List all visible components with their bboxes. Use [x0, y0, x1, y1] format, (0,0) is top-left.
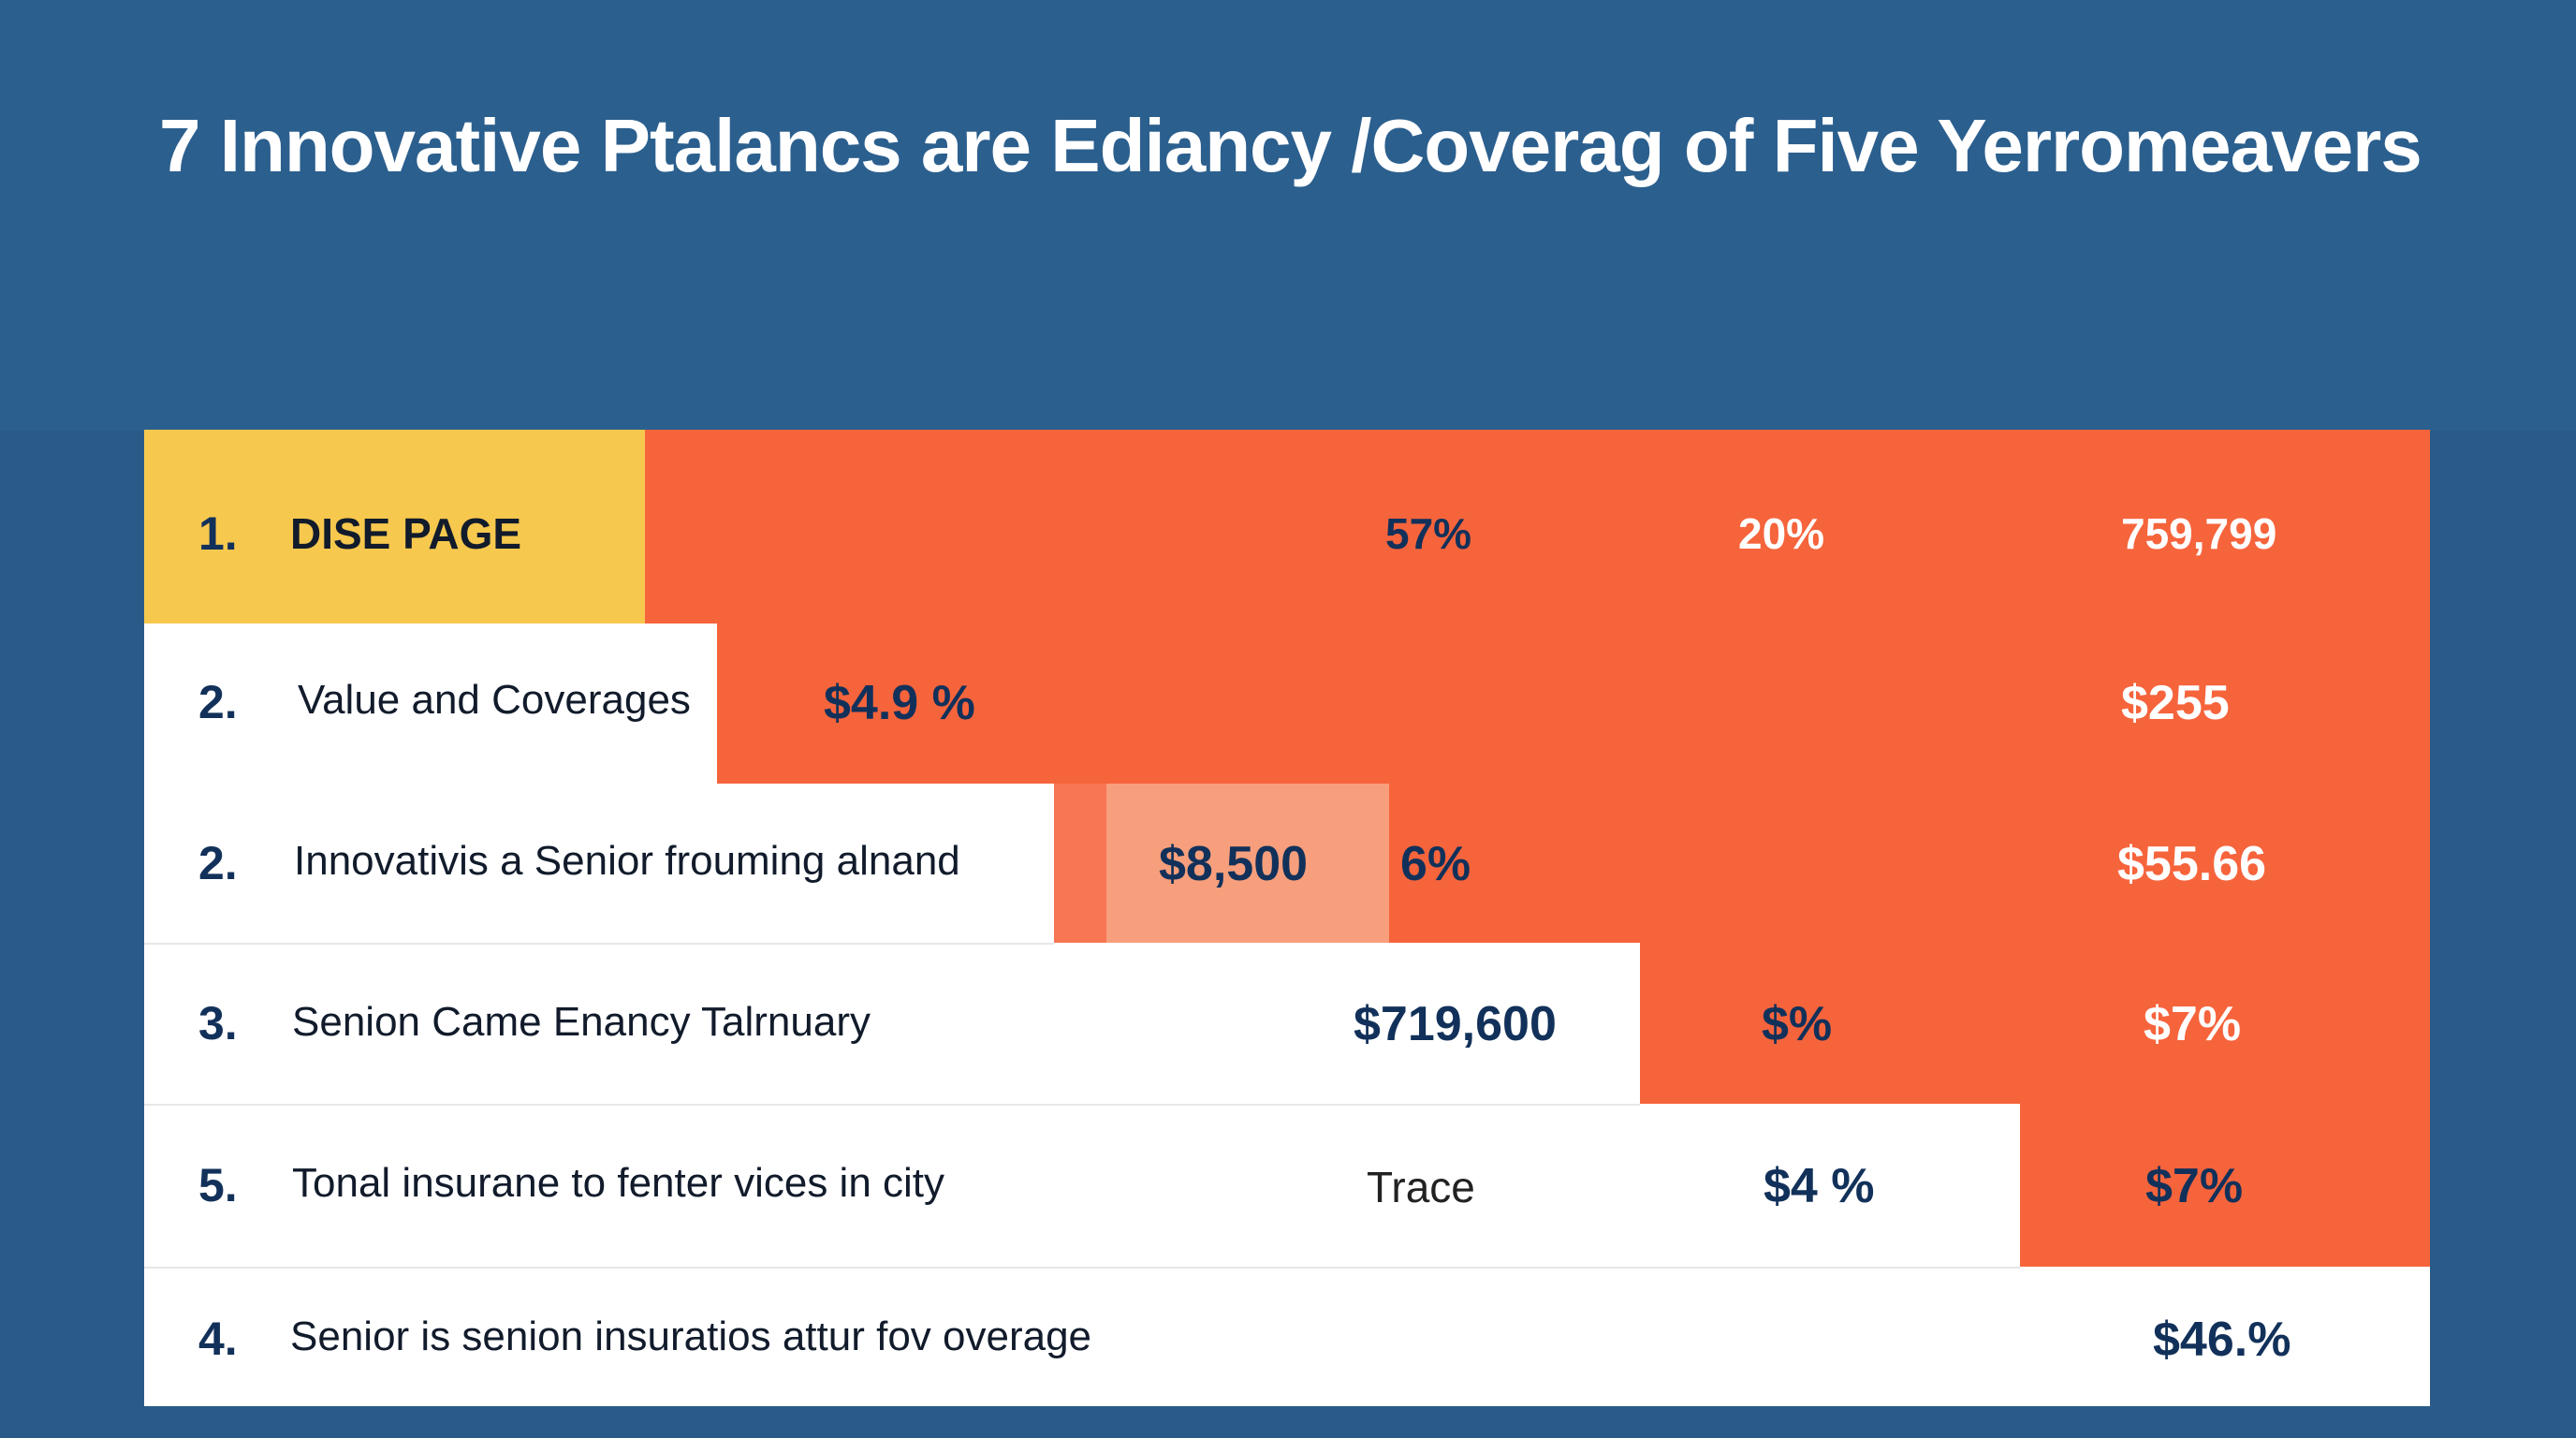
row-3-panel [144, 784, 1054, 943]
row-1-value-3: 759,799 [2121, 509, 2277, 558]
row-3-coral-strip [1054, 784, 1106, 943]
row-4-label: Senion Came Enancy Talrnuary [292, 999, 871, 1045]
row-4-value-3: $7% [2144, 997, 2242, 1051]
coverage-board: 1. DISE PAGE 57% 20% 759,799 2. Value an… [144, 430, 2430, 1406]
row-2-value-1: $4.9 % [824, 676, 975, 730]
row-2-label: Value and Coverages [298, 677, 691, 723]
row-2-value-2: $255 [2121, 676, 2230, 730]
background-top [0, 0, 2576, 431]
row-5-panel [144, 1104, 2020, 1267]
row-6-number: 4. [198, 1313, 238, 1365]
row-6-value-1: $46.% [2153, 1313, 2291, 1367]
row-1-value-1: 57% [1385, 509, 1472, 558]
row-6-label: Senior is senion insuratios attur fov ov… [290, 1313, 1092, 1359]
row-4-value-2: $% [1762, 997, 1833, 1051]
row-1-highlight [144, 430, 645, 624]
row-1-label: DISE PAGE [290, 509, 522, 558]
row-3-value-2: 6% [1400, 837, 1471, 891]
row-3-number: 2. [198, 837, 238, 889]
row-1-number: 1. [198, 507, 238, 560]
row-2-panel [144, 624, 717, 784]
row-2-number: 2. [198, 676, 238, 728]
row-4-panel [144, 943, 1640, 1104]
row-4-value-1: $719,600 [1354, 997, 1557, 1051]
row-3-value-3: $55.66 [2117, 837, 2267, 891]
row-separator [144, 943, 1054, 945]
row-1-value-2: 20% [1738, 509, 1825, 558]
row-3-label: Innovativis a Senior frouming alnand [294, 838, 960, 884]
row-3-value-1: $8,500 [1159, 837, 1309, 891]
row-5-value-1: Trace [1367, 1163, 1475, 1211]
row-separator [144, 1267, 2020, 1269]
row-5-number: 5. [198, 1159, 238, 1211]
row-separator [144, 1104, 1640, 1106]
row-5-value-2: $4 % [1764, 1159, 1875, 1213]
page-title: 7 Innovative Ptalancs are Ediancy /Cover… [159, 104, 2422, 187]
row-3-peach-cell [1106, 784, 1389, 943]
row-5-label: Tonal insurane to fenter vices in city [292, 1160, 945, 1206]
row-4-number: 3. [198, 997, 238, 1049]
row-6-panel [144, 1267, 2430, 1406]
row-5-value-3: $7% [2145, 1159, 2244, 1213]
